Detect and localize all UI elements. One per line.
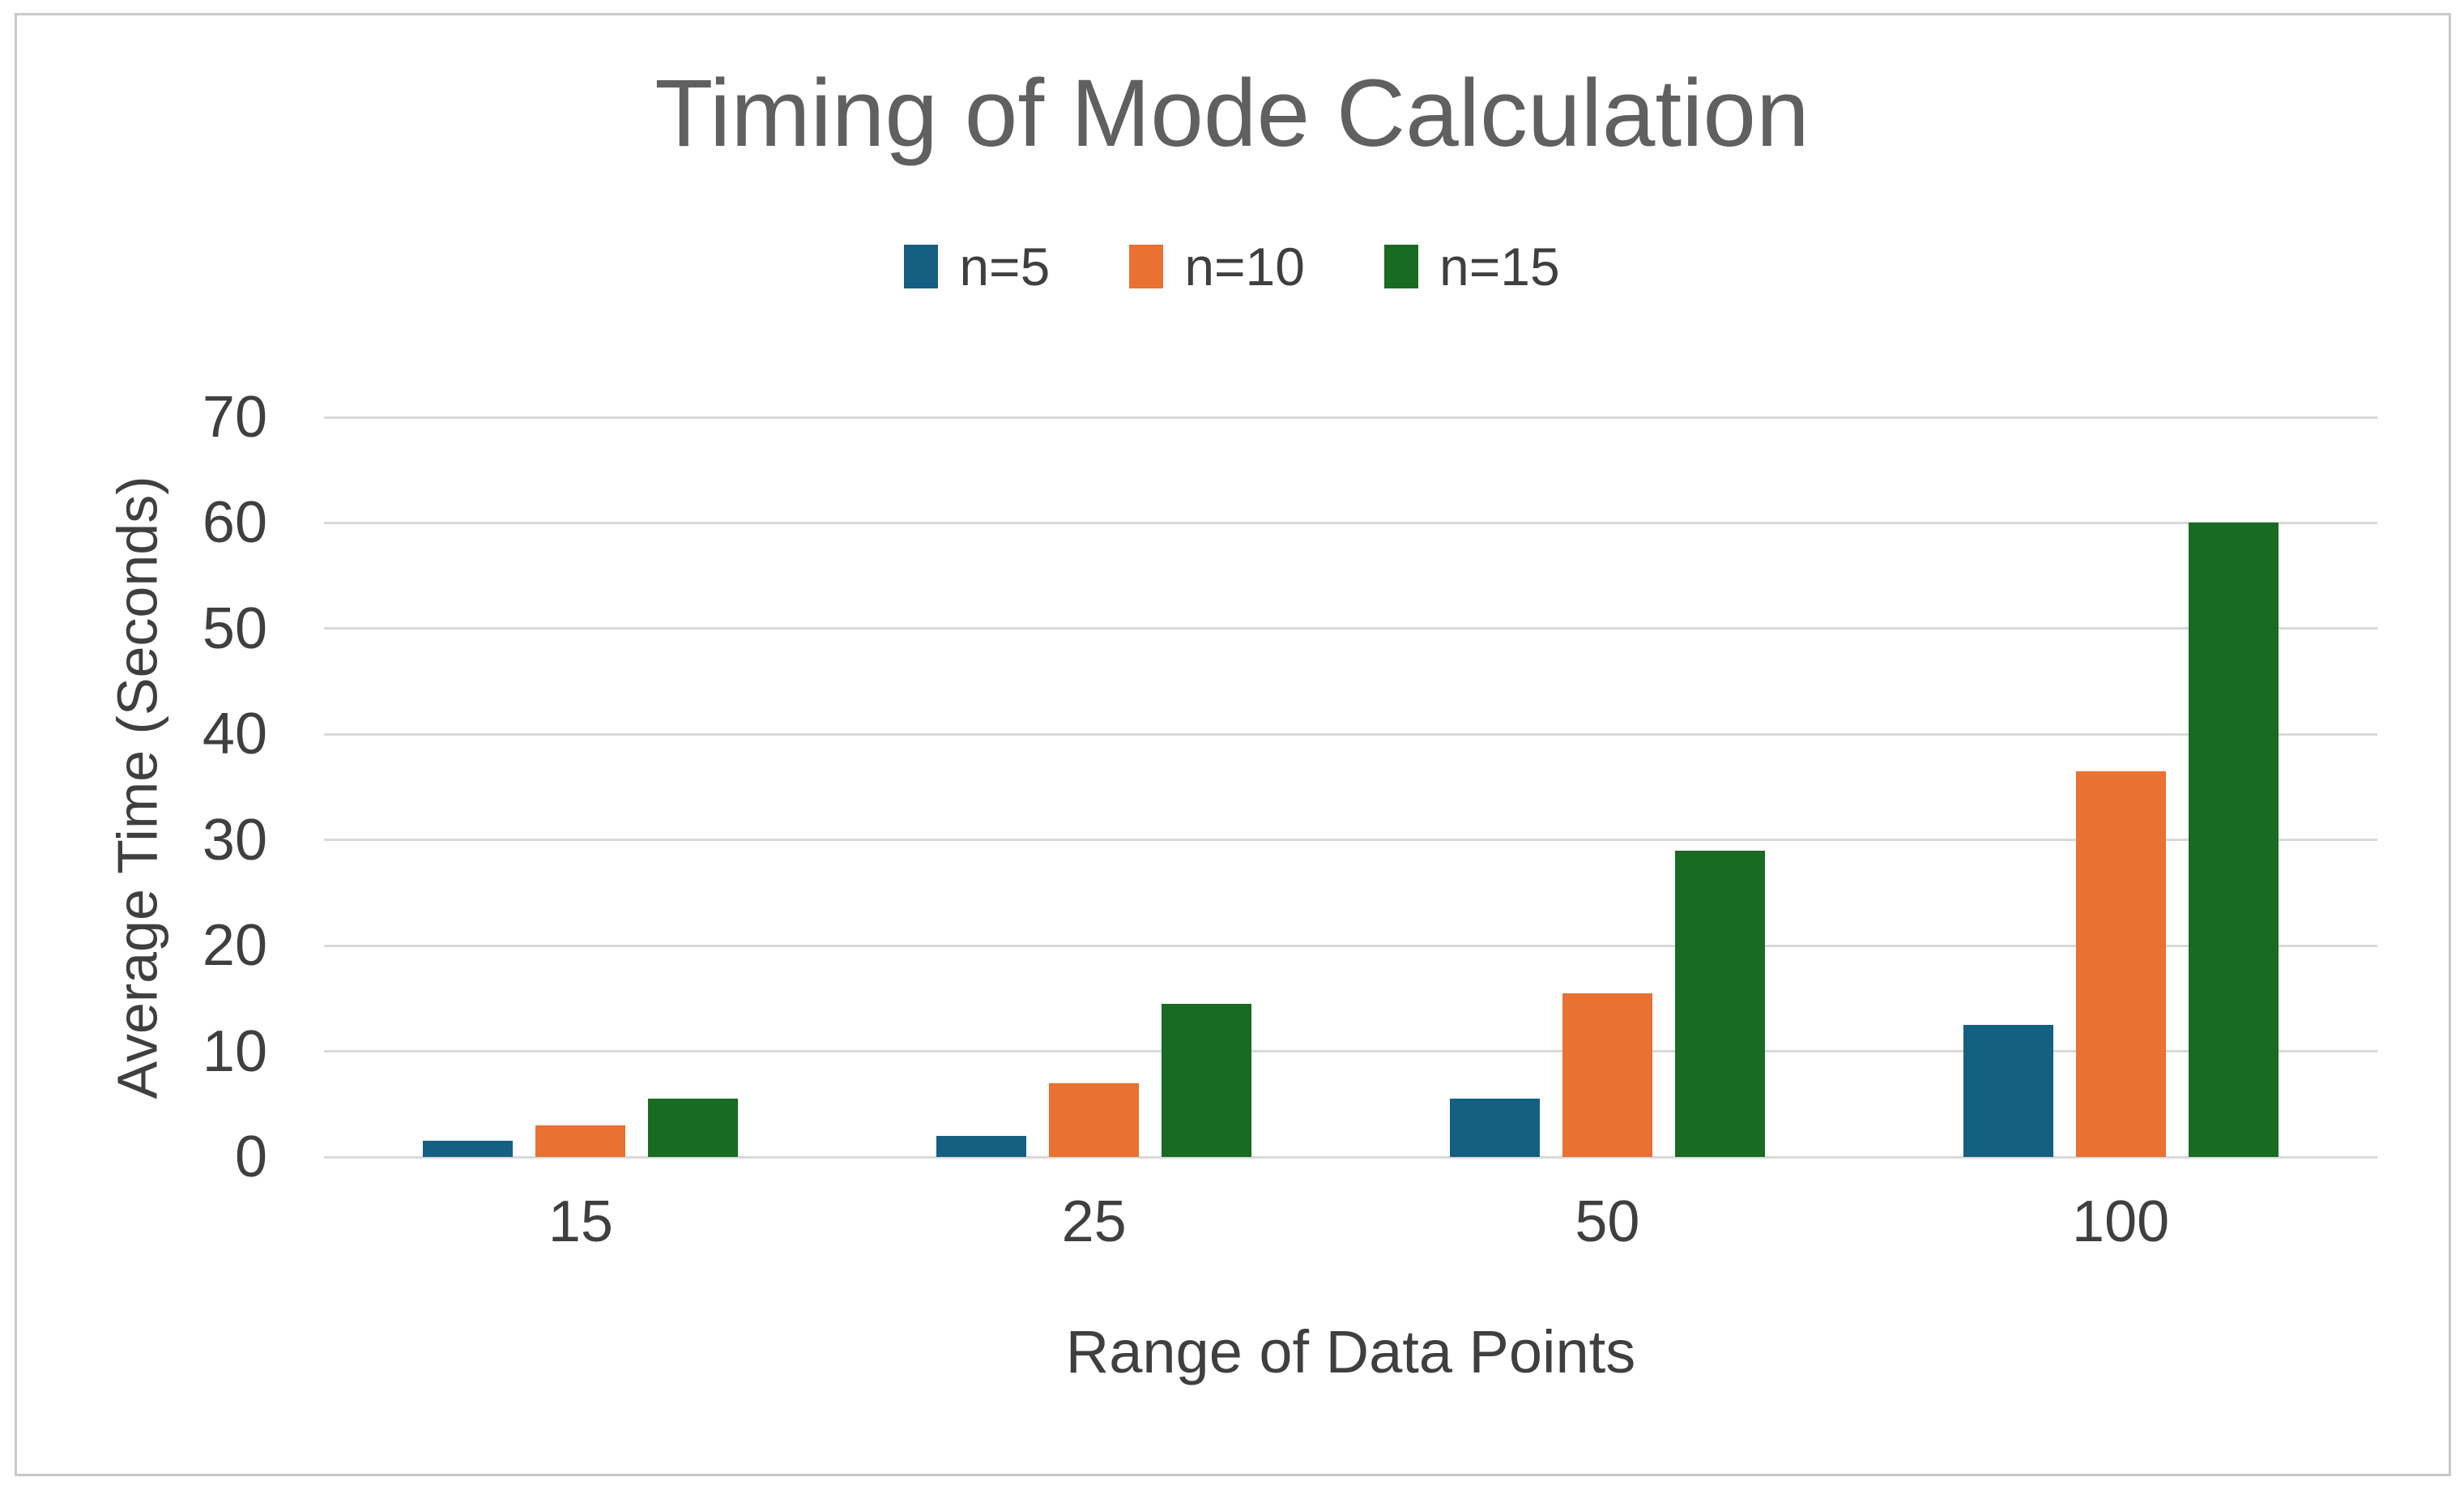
legend-item-n=5: n=5 (904, 240, 1050, 293)
gridline (324, 627, 2377, 630)
plot-area (324, 416, 2377, 1159)
gridline (324, 944, 2377, 947)
y-axis-title-text: Average Time (Seconds) (106, 475, 170, 1099)
bar-n=15-x25 (1162, 1003, 1252, 1157)
x-tick-label: 50 (1575, 1189, 1640, 1254)
bar-n=10-x50 (1562, 992, 1652, 1157)
bar-n=5-x50 (1449, 1099, 1540, 1157)
gridline (324, 839, 2377, 842)
gridline (324, 521, 2377, 524)
bar-group-25 (838, 417, 1351, 1157)
legend-label: n=10 (1184, 237, 1305, 297)
bar-n=15-x15 (648, 1099, 739, 1157)
bar-group-100 (1864, 417, 2377, 1157)
x-axis-title: Range of Data Points (1065, 1318, 1636, 1385)
y-tick-label: 20 (202, 913, 267, 979)
y-tick-label: 10 (202, 1018, 267, 1084)
x-tick-label: 25 (1061, 1189, 1127, 1254)
bar-n=10-x100 (2075, 770, 2166, 1157)
x-tick-label: 100 (2072, 1189, 2170, 1254)
bar-n=5-x100 (1963, 1024, 2053, 1157)
bar-n=5-x25 (936, 1135, 1027, 1157)
legend-swatch-icon (904, 245, 939, 288)
bar-group-15 (324, 417, 838, 1157)
bar-n=10-x25 (1049, 1082, 1140, 1157)
y-axis-title: Average Time (Seconds) (49, 417, 227, 1157)
legend-label: n=15 (1439, 237, 1560, 297)
bar-n=5-x15 (423, 1141, 514, 1157)
legend-label: n=5 (959, 237, 1051, 297)
gridline (324, 1050, 2377, 1053)
y-tick-label: 70 (202, 385, 267, 450)
y-tick-label: 40 (202, 702, 267, 767)
bar-groups (324, 417, 2377, 1157)
legend: n=5 n=10 n=15 (0, 240, 2464, 293)
y-tick-label: 50 (202, 595, 267, 661)
y-axis-ticks: 0 10 20 30 40 50 60 70 (0, 388, 267, 1186)
legend-swatch-icon (1383, 245, 1418, 288)
bar-group-50 (1351, 417, 1865, 1157)
x-axis-ticks: 15 25 50 100 (324, 1193, 2377, 1251)
y-tick-label: 30 (202, 807, 267, 873)
chart-title: Timing of Mode Calculation (654, 60, 1810, 167)
x-tick-label: 15 (548, 1189, 613, 1254)
gridline (324, 416, 2377, 419)
gridline (324, 732, 2377, 736)
legend-item-n=10: n=10 (1129, 240, 1305, 293)
legend-item-n=15: n=15 (1383, 237, 1560, 297)
legend-swatch-icon (1129, 245, 1164, 288)
bar-n=10-x15 (535, 1125, 626, 1157)
y-tick-label: 60 (202, 490, 267, 556)
y-tick-label: 0 (234, 1125, 267, 1189)
gridline (324, 1155, 2377, 1159)
bar-n=15-x50 (1674, 850, 1765, 1157)
bar-n=15-x100 (2188, 523, 2279, 1157)
